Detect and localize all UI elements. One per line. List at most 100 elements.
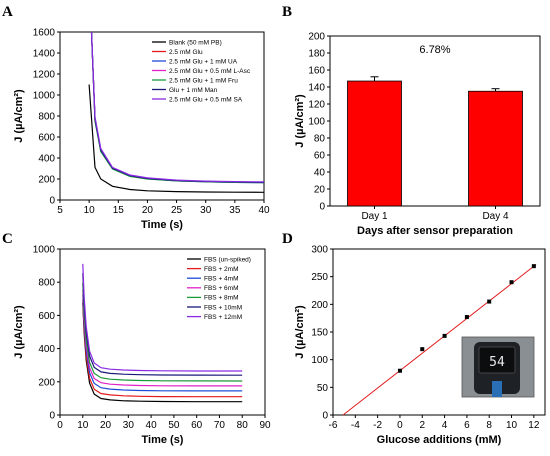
y-tick-label: 1400 [33, 49, 56, 60]
x-tick-label: 30 [123, 420, 135, 431]
fit-line [342, 264, 537, 416]
y-axis-title: J (µA/cm²) [13, 89, 25, 143]
y-tick-label: 200 [38, 377, 55, 388]
y-tick-label: 800 [38, 112, 55, 123]
y-tick-label: 120 [308, 100, 325, 111]
y-tick-label: 100 [311, 355, 328, 366]
series-line [88, 84, 264, 193]
chart-panel-a: 0 200 400 600 800 1000 1200 1400 1600 5 10 15 20 25 30… [13, 28, 270, 232]
panel-label-c: C [2, 231, 13, 247]
glucose-meter-screen [478, 346, 516, 374]
chart-panel-b: 0 20 40 60 80 100 120 140 160 180 200 Day 1 Day 4 6.7… [294, 32, 541, 237]
test-strip [492, 381, 502, 397]
legend-entry: 2.5 mM Glu + 1 mM UA [169, 58, 238, 65]
y-tick-label: 300 [311, 245, 328, 256]
panel-label-a: A [2, 4, 13, 20]
y-tick-label: 100 [308, 117, 325, 128]
y-tick-label: 600 [38, 133, 55, 144]
y-tick-label: 1000 [33, 245, 56, 256]
y-tick-label: 1000 [33, 91, 56, 102]
chart-panel-d: 0 50 100 150 200 250 300 -6 -4 -2 0 2 4 6 8 10 12 Glucose… [294, 245, 546, 446]
data-point [442, 333, 447, 338]
x-tick-label: 70 [214, 420, 226, 431]
x-tick-label: 30 [200, 205, 212, 216]
series-line [82, 282, 243, 382]
x-tick-label: 60 [191, 420, 203, 431]
legend-entry: FBS (un-spiked) [204, 256, 251, 263]
x-tick-label: 20 [100, 420, 112, 431]
y-tick-label: 160 [308, 66, 325, 77]
y-tick-label: 20 [314, 185, 326, 196]
bar [347, 80, 402, 207]
x-tick-label: Day 4 [482, 211, 509, 222]
legend-entry: 2.5 mM Glu + 0.5 mM SA [169, 96, 243, 103]
y-tick-label: 400 [38, 154, 55, 165]
x-tick-label: 90 [259, 420, 271, 431]
panel-label-d: D [282, 231, 293, 247]
x-tick-label: -6 [329, 420, 338, 431]
legend-entry: FBS + 4mM [204, 276, 239, 283]
legend-entry: 2.5 mM Glu [169, 49, 203, 56]
plot-frame [59, 31, 265, 201]
legend-entry: FBS + 2mM [204, 266, 239, 273]
x-axis-title: Time (s) [141, 219, 183, 231]
panel-label-b: B [282, 4, 292, 20]
annotation-text: 6.78% [419, 44, 450, 56]
y-tick-label: 60 [314, 151, 326, 162]
y-tick-label: 40 [314, 168, 326, 179]
x-axis-title: Glucose additions (mM) [377, 434, 502, 446]
x-tick-label: 40 [146, 420, 158, 431]
legend-entry: FBS + 10mM [204, 304, 242, 311]
legend-entry: FBS + 8mM [204, 295, 239, 302]
y-tick-label: 200 [308, 32, 325, 43]
y-tick-label: 0 [322, 411, 328, 422]
legend-entry: 2.5 mM Glu + 1 mM Fru [169, 77, 238, 84]
y-tick-label: 0 [319, 202, 325, 213]
legend-entry: FBS + 6mM [204, 285, 239, 292]
y-axis-title: J (µA/cm²) [294, 305, 306, 359]
y-tick-label: 400 [38, 344, 55, 355]
y-tick-label: 250 [311, 272, 328, 283]
x-tick-label: 15 [113, 205, 125, 216]
data-point [420, 347, 425, 352]
x-tick-label: Day 1 [361, 211, 388, 222]
y-tick-label: 180 [308, 49, 325, 60]
bar [468, 90, 523, 207]
legend-entry: Blank (50 mM PB) [169, 39, 222, 46]
y-axis-title: J (µA/cm²) [294, 94, 306, 148]
x-tick-label: 35 [229, 205, 241, 216]
x-tick-label: 8 [486, 420, 492, 431]
glucose-meter-reading: 54 [489, 355, 505, 370]
x-tick-label: 2 [419, 420, 425, 431]
data-point [464, 315, 469, 320]
y-tick-label: 140 [308, 83, 325, 94]
y-tick-label: 800 [38, 278, 55, 289]
x-axis-title: Days after sensor preparation [357, 225, 513, 237]
data-point [487, 299, 492, 304]
x-tick-label: 50 [168, 420, 180, 431]
y-tick-label: 50 [317, 383, 329, 394]
y-tick-label: 1200 [33, 70, 56, 81]
x-tick-label: 40 [258, 205, 270, 216]
x-tick-label: 6 [464, 420, 470, 431]
x-tick-label: 10 [506, 420, 518, 431]
data-point [531, 264, 536, 269]
data-point [509, 280, 514, 285]
x-tick-label: 80 [237, 420, 249, 431]
series-line [90, 32, 264, 183]
x-tick-label: -2 [373, 420, 382, 431]
x-tick-label: -4 [351, 420, 360, 431]
x-tick-label: 0 [57, 420, 63, 431]
x-tick-label: 0 [397, 420, 403, 431]
y-tick-label: 200 [311, 300, 328, 311]
x-axis-title: Time (s) [142, 434, 184, 446]
x-tick-label: 4 [442, 420, 448, 431]
x-tick-label: 20 [142, 205, 154, 216]
y-tick-label: 600 [38, 311, 55, 322]
y-tick-label: 80 [314, 134, 326, 145]
x-tick-label: 10 [77, 420, 89, 431]
x-tick-label: 5 [57, 205, 63, 216]
y-tick-label: 1600 [33, 28, 56, 39]
x-tick-label: 25 [171, 205, 183, 216]
